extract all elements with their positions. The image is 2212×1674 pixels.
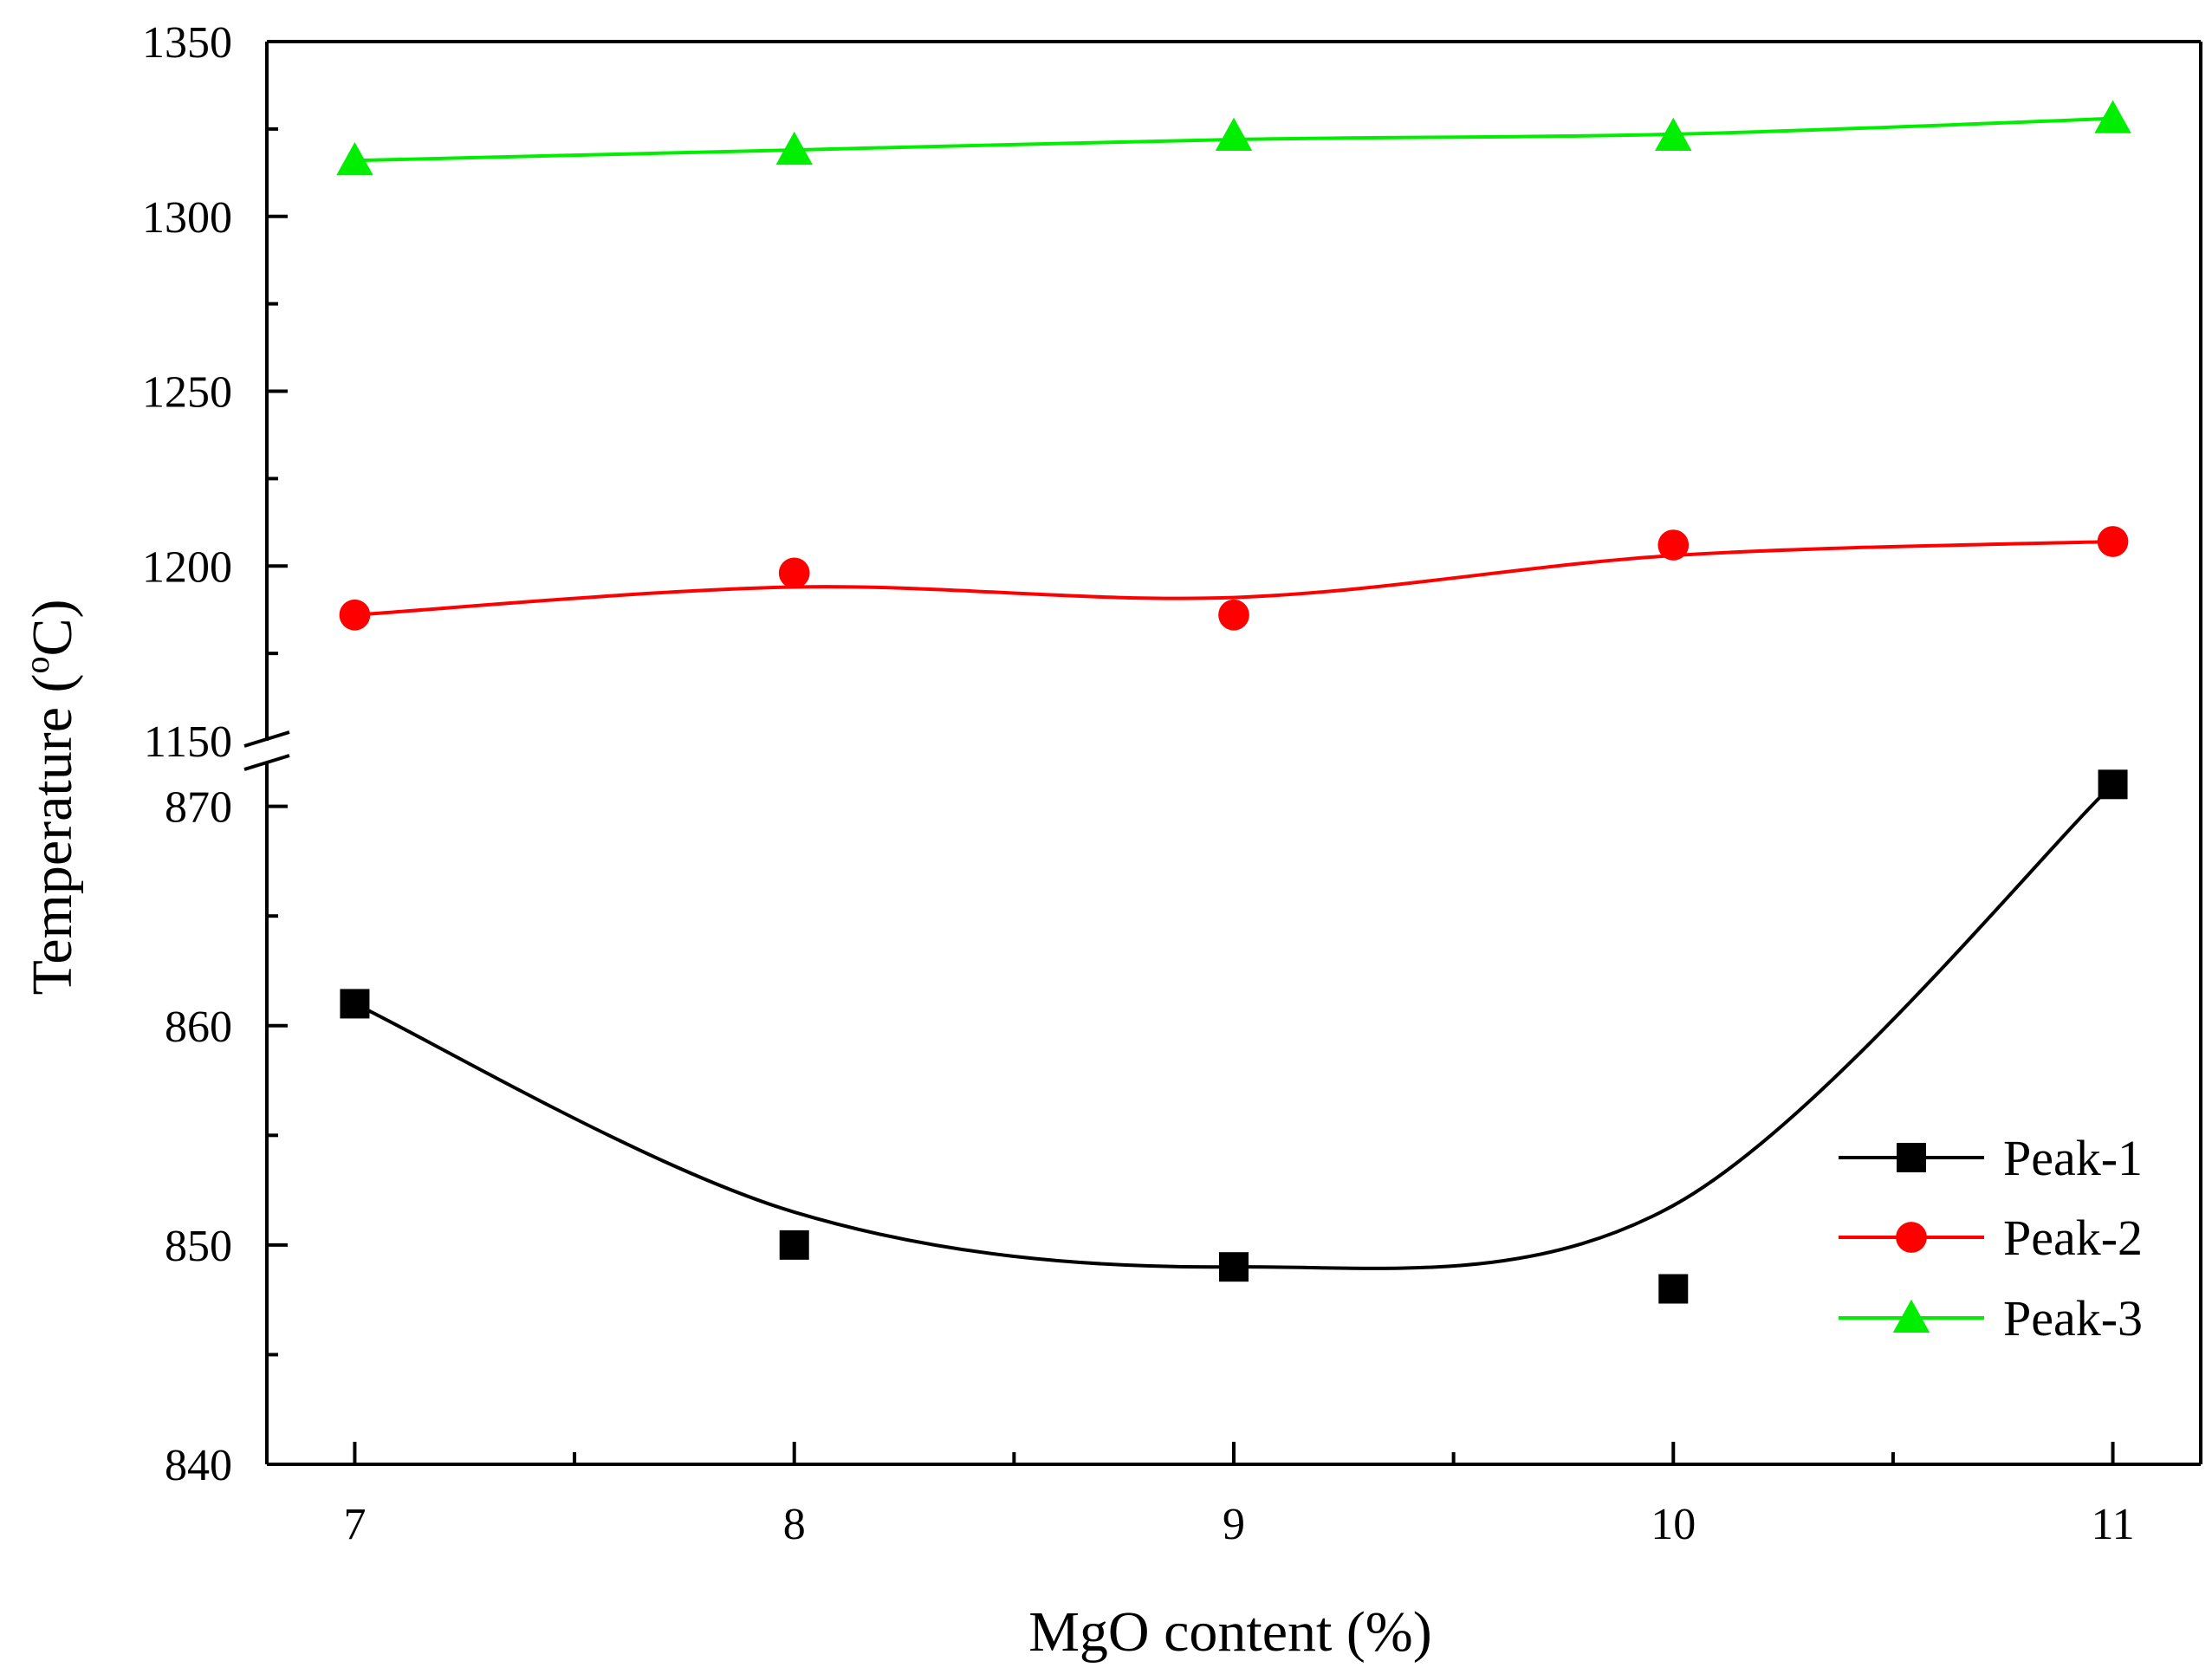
legend-item-peak-2: Peak-2: [1839, 1210, 2143, 1266]
series-line-peak-2: [354, 540, 2113, 617]
series-group: [336, 100, 2131, 1304]
y-axis-title-main: Temperature (: [21, 674, 84, 996]
x-tick-label: 10: [1651, 1500, 1696, 1549]
y-tick-label-upper: 1250: [142, 368, 232, 418]
data-point-peak-3: [2094, 100, 2131, 133]
series-peak-1: [340, 769, 2128, 1304]
legend-label-peak-2: Peak-2: [2003, 1210, 2143, 1266]
y-tick-label-lower: 850: [165, 1222, 232, 1271]
y-tick-label-upper: 1300: [142, 193, 232, 243]
legend-label-peak-3: Peak-3: [2003, 1290, 2143, 1346]
data-point-peak-1: [1219, 1252, 1249, 1282]
axis-break-mark-top: [243, 730, 290, 748]
y-tick-label-lower: 840: [165, 1441, 232, 1490]
legend-label-peak-1: Peak-1: [2003, 1130, 2143, 1186]
series-peak-3: [336, 100, 2131, 176]
legend-marker-peak-3: [1892, 1299, 1930, 1333]
axes: 7 8 9 10 11 1150 1200 1250 1300 1350 840 850 860 870: [142, 18, 2202, 1549]
y-tick-label-upper: 1200: [142, 542, 232, 592]
data-point-peak-1: [1658, 1274, 1689, 1304]
legend-item-peak-3: Peak-3: [1839, 1290, 2143, 1346]
data-point-peak-3: [1655, 117, 1692, 151]
data-point-peak-2: [2097, 526, 2129, 557]
x-tick-label: 7: [343, 1500, 366, 1549]
data-point-peak-2: [1657, 529, 1690, 561]
legend-item-peak-1: Peak-1: [1839, 1130, 2143, 1186]
x-tick-label: 8: [783, 1500, 806, 1549]
series-line-peak-1: [354, 782, 2114, 1270]
x-axis-title: MgO content (%): [1028, 1600, 1432, 1664]
series-peak-2: [339, 526, 2129, 631]
y-axis-title: Temperature (oC): [17, 600, 84, 996]
legend-marker-peak-2: [1896, 1222, 1927, 1253]
data-point-peak-2: [1218, 599, 1249, 631]
y-axis-title-superscript: o: [17, 657, 56, 674]
data-point-peak-2: [778, 557, 810, 589]
y-tick-label-lower: 860: [165, 1002, 232, 1052]
axis-break-mark-bottom: [243, 754, 290, 771]
data-point-peak-3: [1215, 117, 1253, 151]
data-point-peak-1: [2098, 769, 2128, 800]
data-point-peak-1: [779, 1230, 809, 1260]
data-point-peak-3: [775, 131, 813, 165]
y-tick-label-lower: 870: [165, 783, 232, 833]
x-tick-label: 9: [1223, 1500, 1245, 1549]
data-point-peak-2: [339, 599, 371, 631]
legend: Peak-1 Peak-2 Peak-3: [1839, 1130, 2143, 1346]
y-axis-title-tail: C): [21, 600, 84, 657]
data-point-peak-3: [336, 141, 373, 176]
x-tick-label: 11: [2092, 1500, 2135, 1549]
data-point-peak-1: [340, 989, 370, 1019]
y-tick-label-upper: 1150: [144, 717, 232, 767]
y-tick-label-upper: 1350: [142, 18, 232, 68]
legend-marker-peak-1: [1897, 1143, 1926, 1172]
